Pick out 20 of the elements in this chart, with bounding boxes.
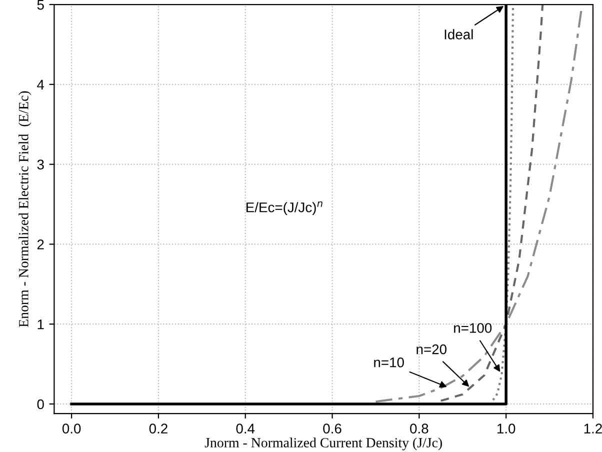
y-tick-label: 1 bbox=[38, 320, 44, 330]
x-tick-label: 0.4 bbox=[236, 424, 255, 434]
annotation: n=20 bbox=[416, 344, 446, 354]
annotation: n=100 bbox=[454, 323, 492, 333]
annotation: n=10 bbox=[374, 357, 404, 368]
x-axis-title: Jnorm - Normalized Current Density (J/Jc) bbox=[204, 438, 442, 450]
y-tick-label: 3 bbox=[37, 160, 44, 170]
annotation: Ideal bbox=[444, 29, 473, 40]
y-tick-label: 2 bbox=[37, 240, 44, 250]
y-tick-label: 0 bbox=[37, 399, 44, 410]
x-tick-label: 0.8 bbox=[410, 424, 428, 434]
y-tick-label: 5 bbox=[37, 0, 44, 10]
y-tick-label: 4 bbox=[37, 80, 44, 90]
x-tick-label: 0.0 bbox=[62, 424, 81, 434]
y-axis-title: Enorm - Normalized Electric Field (E/Ec) bbox=[18, 91, 32, 328]
x-tick-label: 0.6 bbox=[323, 424, 342, 434]
x-tick-label: 0.2 bbox=[149, 424, 168, 434]
annotation: E/Ec=(J/Jc)$^{n}$ bbox=[246, 201, 322, 216]
x-tick-label: 1.0 bbox=[497, 424, 516, 434]
x-tick-label: 1.2 bbox=[584, 424, 602, 434]
